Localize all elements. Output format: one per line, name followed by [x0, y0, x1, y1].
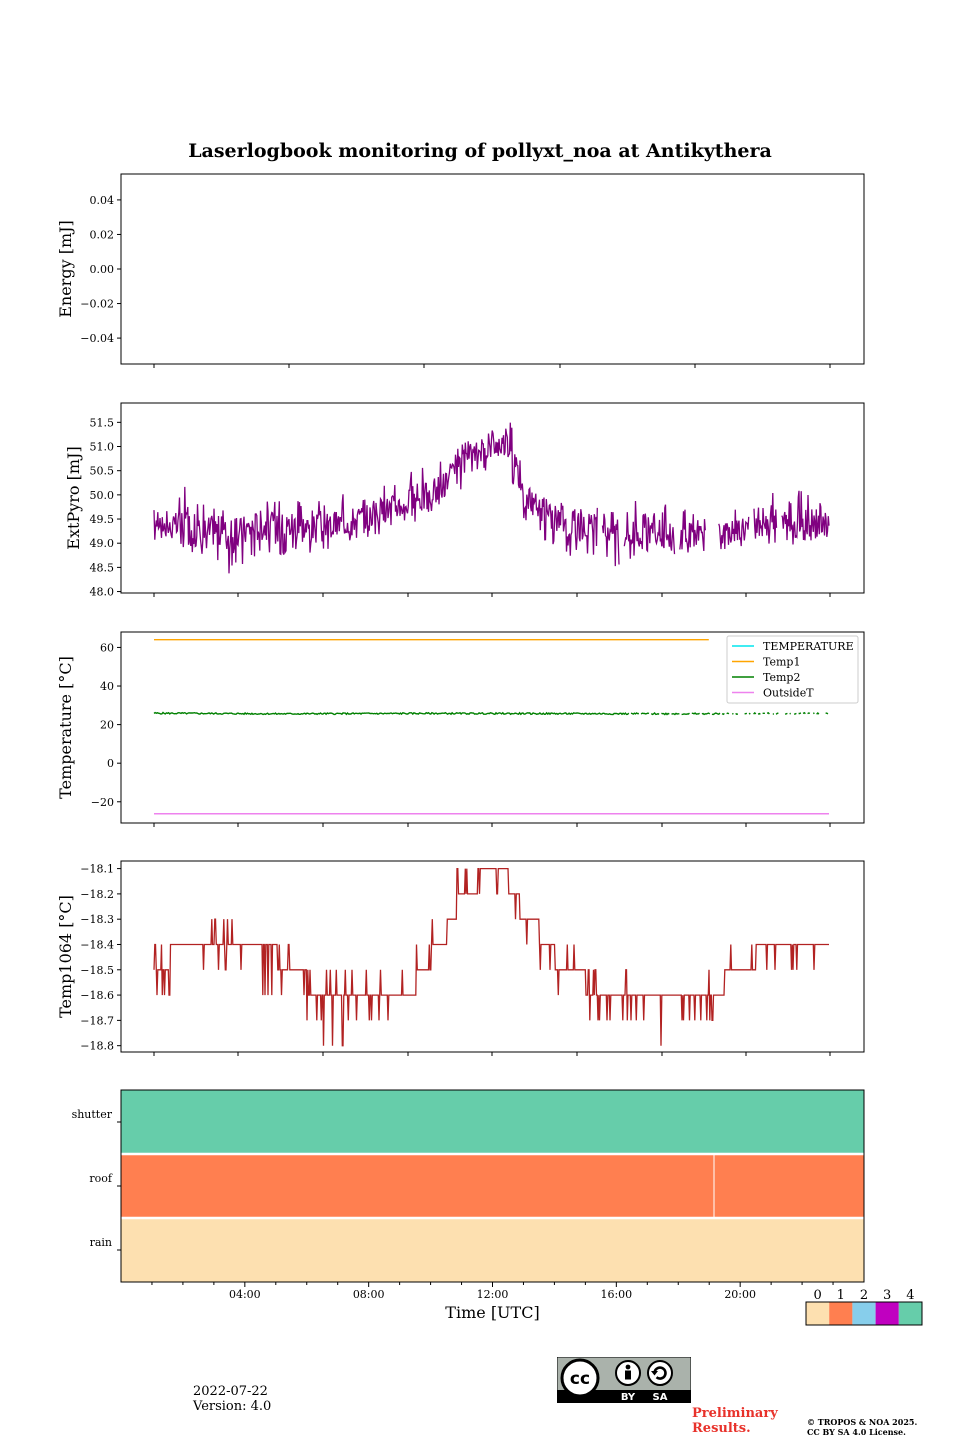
colorbar-label-4: 4	[906, 1288, 914, 1303]
time-tick-label-3: 16:00	[600, 1288, 632, 1301]
y-tick-label-1-3: 50.0	[90, 489, 115, 502]
y-tick-label-0-3: −0.02	[80, 298, 114, 311]
status-row-label-roof: roof	[89, 1172, 113, 1185]
y-axis-label-1: ExtPyro [mJ]	[64, 446, 83, 549]
cc-logo-text: cc	[570, 1369, 590, 1389]
preliminary-text: Preliminary Results.	[692, 1406, 778, 1436]
figure-title: Laserlogbook monitoring of pollyxt_noa a…	[188, 140, 772, 162]
y-tick-label-1-1: 51.0	[90, 441, 115, 454]
preliminary-note: Preliminary Results.	[692, 1406, 782, 1436]
legend-label-0: TEMPERATURE	[763, 640, 854, 653]
y-tick-label-3-2: −18.3	[80, 913, 114, 926]
y-tick-label-0-4: −0.04	[80, 332, 114, 345]
legend-label-2: Temp2	[763, 671, 800, 684]
status-cell-shutter-0	[121, 1090, 864, 1154]
axes-frame-0	[120, 173, 865, 365]
colorbar-frame	[805, 1301, 923, 1326]
y-tick-label-1-6: 48.5	[90, 561, 115, 574]
colorbar-swatch-0	[806, 1302, 830, 1325]
y-tick-label-1-2: 50.5	[90, 465, 115, 478]
legend-box	[726, 635, 859, 704]
extpyro-series-line	[153, 422, 830, 574]
colorbar-label-1: 1	[837, 1288, 845, 1303]
y-tick-label-2-2: 20	[100, 719, 114, 732]
time-tick-label-2: 12:00	[477, 1288, 509, 1301]
colorbar-swatch-2	[852, 1302, 876, 1325]
copyright-line-1: © TROPOS & NOA 2025.	[807, 1417, 918, 1427]
footer-date: 2022-07-22	[193, 1384, 268, 1399]
colorbar-label-2: 2	[860, 1288, 868, 1303]
status-cell-rain-0	[121, 1218, 864, 1282]
cc-by-sa-logo: cc BY SA	[557, 1357, 691, 1403]
y-tick-label-3-1: −18.2	[80, 888, 114, 901]
footer-version: Version: 4.0	[193, 1399, 272, 1414]
temp2-series-line	[153, 711, 829, 716]
time-tick-label-0: 04:00	[229, 1288, 261, 1301]
legend-label-1: Temp1	[763, 656, 800, 669]
status-row-label-shutter: shutter	[72, 1108, 113, 1121]
y-tick-label-2-1: 40	[100, 680, 114, 693]
y-axis-label-0: Energy [mJ]	[56, 220, 75, 318]
cc-sa-label: SA	[653, 1392, 668, 1403]
copyright-line-2: CC BY SA 4.0 License.	[807, 1427, 906, 1437]
colorbar-swatch-4	[898, 1302, 922, 1325]
colorbar-swatch-1	[829, 1302, 853, 1325]
copyright-note: © TROPOS & NOA 2025. CC BY SA 4.0 Licens…	[807, 1417, 917, 1437]
y-axis-label-2: Temperature [°C]	[56, 656, 75, 799]
y-tick-label-1-4: 49.5	[90, 513, 115, 526]
y-tick-label-0-0: 0.04	[90, 194, 115, 207]
y-tick-label-2-3: 0	[107, 757, 114, 770]
time-tick-label-4: 20:00	[724, 1288, 756, 1301]
y-tick-label-1-7: 48.0	[90, 586, 115, 599]
legend-label-3: OutsideT	[763, 687, 814, 700]
y-tick-label-3-6: −18.7	[80, 1014, 114, 1027]
colorbar-swatch-3	[875, 1302, 899, 1325]
y-tick-label-3-7: −18.8	[80, 1040, 114, 1053]
y-tick-label-2-0: 60	[100, 641, 114, 654]
y-tick-label-1-0: 51.5	[90, 416, 115, 429]
colorbar-label-0: 0	[813, 1288, 821, 1303]
y-tick-label-3-0: −18.1	[80, 863, 114, 876]
y-axis-label-3: Temp1064 [°C]	[56, 895, 75, 1018]
y-tick-label-3-4: −18.5	[80, 964, 114, 977]
footer-info: 2022-07-22 Version: 4.0	[193, 1384, 271, 1414]
temp1064-series-line	[153, 867, 829, 1047]
y-tick-label-0-1: 0.02	[90, 228, 115, 241]
status-row-label-rain: rain	[90, 1236, 112, 1249]
y-tick-label-3-5: −18.6	[80, 989, 114, 1002]
status-cell-roof-0	[121, 1154, 864, 1218]
y-tick-label-0-2: 0.00	[90, 263, 115, 276]
cc-by-label: BY	[621, 1392, 636, 1403]
y-tick-label-3-3: −18.4	[80, 938, 114, 951]
y-tick-label-1-5: 49.0	[90, 537, 115, 550]
time-tick-label-1: 08:00	[353, 1288, 385, 1301]
x-axis-label: Time [UTC]	[445, 1303, 539, 1322]
y-tick-label-2-4: −20	[91, 796, 114, 809]
colorbar-label-3: 3	[883, 1288, 891, 1303]
